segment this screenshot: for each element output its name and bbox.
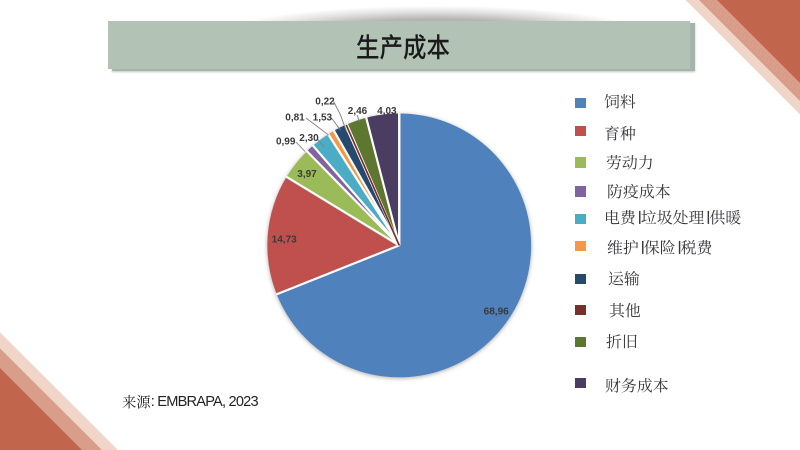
svg-text:3,97: 3,97 bbox=[297, 169, 317, 180]
svg-text:0,22: 0,22 bbox=[315, 96, 335, 107]
svg-text:14,73: 14,73 bbox=[272, 234, 297, 245]
svg-text:1,53: 1,53 bbox=[313, 113, 333, 124]
svg-text:0,99: 0,99 bbox=[276, 137, 296, 148]
svg-text:2,30: 2,30 bbox=[299, 133, 319, 144]
svg-text:2,46: 2,46 bbox=[348, 106, 368, 117]
svg-text:4,03: 4,03 bbox=[377, 106, 397, 117]
svg-text:68,96: 68,96 bbox=[484, 307, 509, 318]
svg-text:0,81: 0,81 bbox=[285, 113, 305, 124]
